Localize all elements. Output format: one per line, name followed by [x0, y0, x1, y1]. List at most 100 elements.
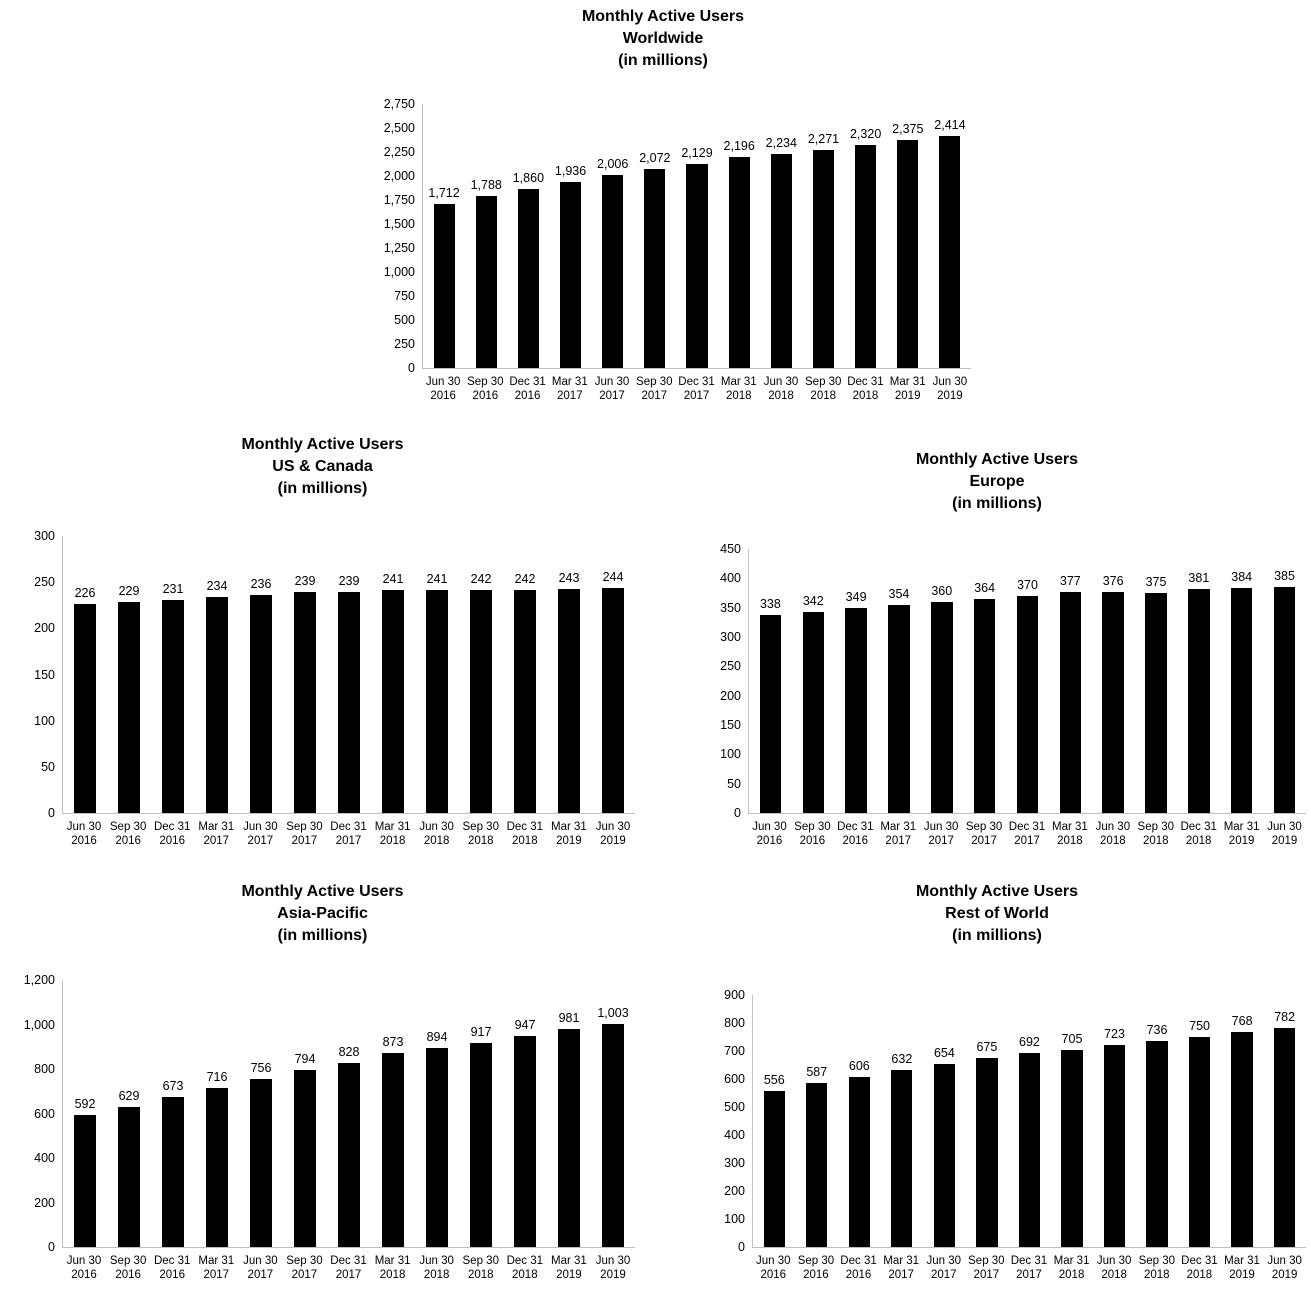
- bar-slot: 947: [503, 980, 547, 1247]
- bar-value-label: 226: [74, 586, 96, 601]
- bar: 2,196: [724, 139, 755, 368]
- y-axis: 900 800 700 600 500 400 300 200 100 0: [688, 988, 752, 1254]
- bar-slot: 243: [547, 536, 591, 813]
- x-tick-label: Dec 31 2018: [506, 821, 544, 847]
- bar: 556: [763, 1073, 785, 1247]
- bar: 360: [931, 584, 953, 813]
- bar: 2,320: [850, 127, 881, 368]
- bar-value-label: 242: [514, 571, 536, 586]
- x-tick-label: Sep 30 2017: [286, 1255, 323, 1281]
- bar: 592: [74, 1097, 96, 1247]
- bar: 384: [1230, 570, 1253, 813]
- y-tick-label: 2,000: [383, 169, 415, 183]
- x-tick-label: Dec 31 2016: [153, 821, 191, 847]
- x-tick-label: Mar 31 2018: [720, 376, 757, 402]
- bar-value-label: 632: [891, 1052, 913, 1067]
- x-tick-label: Dec 31 2017: [678, 376, 715, 402]
- bar: 243: [558, 571, 580, 813]
- bar: 239: [294, 574, 316, 813]
- bar: 241: [426, 572, 448, 813]
- bar-slot: 231: [151, 536, 195, 813]
- bar-slot: 354: [878, 549, 921, 813]
- bar-slot: 236: [239, 536, 283, 813]
- bar-value-label: 360: [931, 583, 953, 598]
- bar-slot: 632: [881, 995, 924, 1247]
- bar-value-label: 947: [514, 1018, 536, 1033]
- bar: 2,129: [681, 146, 713, 368]
- x-tick-label: Mar 31 2018: [374, 821, 411, 847]
- y-tick-label: 200: [34, 621, 55, 636]
- x-tick-label: Sep 30 2017: [965, 821, 1003, 847]
- bar-slot: 2,234: [760, 104, 802, 368]
- y-tick-label: 600: [34, 1106, 55, 1121]
- y-tick-label: 100: [720, 747, 741, 762]
- x-tick-label: Jun 30 2016: [425, 376, 461, 402]
- bar: 1,860: [513, 171, 544, 368]
- bar-value-label: 338: [759, 596, 781, 611]
- bar: 587: [806, 1065, 828, 1247]
- bar-value-label: 794: [294, 1052, 316, 1067]
- bar: 705: [1061, 1032, 1083, 1247]
- bars: 226 229 231 234 236 239 239 241 241 242 242 243 244: [63, 536, 635, 813]
- bar-value-label: 376: [1102, 574, 1124, 589]
- x-tick-label: Mar 31 2019: [1224, 1255, 1260, 1281]
- bar-slot: 349: [835, 549, 878, 813]
- bar-slot: 1,712: [423, 104, 465, 368]
- y-axis: 2,750 2,500 2,250 2,000 1,750 1,500 1,250 1,000…: [355, 97, 422, 375]
- y-tick-label: 250: [720, 659, 741, 674]
- x-tick-label: Sep 30 2016: [797, 1255, 835, 1281]
- bar-value-label: 917: [470, 1024, 492, 1039]
- bar: 723: [1103, 1027, 1126, 1247]
- bar: 654: [933, 1046, 956, 1247]
- y-tick-label: 0: [734, 806, 741, 820]
- bar: 2,234: [766, 136, 797, 368]
- x-tick-label: Jun 30 2017: [926, 1255, 961, 1281]
- bar-value-label: 556: [763, 1073, 785, 1088]
- bar: 675: [976, 1040, 998, 1247]
- bar-value-label: 629: [118, 1089, 140, 1104]
- bar-value-label: 364: [974, 581, 996, 596]
- bar-value-label: 606: [848, 1059, 870, 1074]
- bar-value-label: 2,196: [723, 139, 755, 154]
- x-tick-label: Mar 31 2017: [883, 1255, 920, 1281]
- bar-value-label: 587: [806, 1064, 828, 1079]
- y-tick-label: 200: [34, 1195, 55, 1210]
- x-tick-label: Jun 30 2018: [763, 376, 799, 402]
- x-tick-label: Jun 30 2019: [595, 1255, 631, 1281]
- x-tick-label: Mar 31 2019: [551, 821, 587, 847]
- bar-slot: 1,936: [549, 104, 591, 368]
- bar-value-label: 241: [426, 572, 448, 587]
- y-tick-label: 500: [724, 1100, 745, 1114]
- bar: 750: [1188, 1019, 1211, 1247]
- x-tick-label: Dec 31 2016: [840, 1255, 877, 1281]
- x-tick-label: Dec 31 2018: [1181, 1255, 1218, 1281]
- bar-slot: 370: [1006, 549, 1049, 813]
- bar-value-label: 1,860: [512, 171, 545, 186]
- bar: 673: [162, 1079, 184, 1247]
- bar-value-label: 1,712: [428, 185, 460, 200]
- bar-slot: 2,072: [634, 104, 676, 368]
- x-tick-label: Mar 31 2018: [374, 1255, 411, 1281]
- x-tick-label: Sep 30 2016: [794, 821, 831, 847]
- chart-title-line-1: Monthly Active Users: [581, 8, 745, 25]
- y-tick-label: 0: [48, 806, 55, 820]
- bar: 364: [973, 581, 996, 813]
- bar-value-label: 692: [1019, 1035, 1040, 1050]
- bar: 947: [514, 1018, 536, 1247]
- bar-value-label: 782: [1274, 1010, 1296, 1025]
- bar-slot: 629: [107, 980, 151, 1247]
- bar-slot: 226: [63, 536, 107, 813]
- bar-slot: 234: [195, 536, 239, 813]
- chart-rest-of-world: Monthly Active Users Rest of World (in mil…: [688, 881, 1306, 1282]
- bar: 370: [1016, 578, 1039, 813]
- bar-value-label: 723: [1104, 1026, 1125, 1041]
- plot-area: 226 229 231 234 236 239 239 241 241 242 242 243 244: [62, 536, 635, 814]
- x-tick-label: Dec 31 2017: [1008, 821, 1046, 847]
- x-tick-label: Dec 31 2016: [509, 376, 546, 402]
- bar-value-label: 654: [933, 1045, 955, 1060]
- bar: 242: [470, 572, 492, 813]
- y-tick-label: 50: [727, 776, 741, 791]
- bar: 1,003: [597, 1006, 629, 1247]
- bars: 592 629 673 716 756 794 828 873 894 917 947 981 1,00…: [63, 980, 635, 1247]
- bar-value-label: 384: [1231, 569, 1253, 584]
